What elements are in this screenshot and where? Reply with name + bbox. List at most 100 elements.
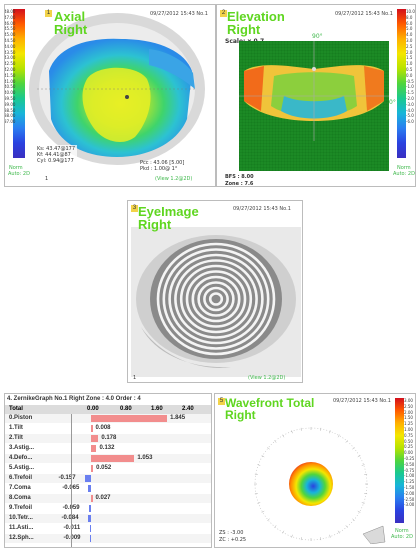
scale-tick-label: 42.00: [4, 67, 15, 73]
wavefront-angle-tick: [362, 502, 365, 503]
zernike-row: 1.Tilt 0.008: [5, 424, 212, 433]
eyeimage-view-link[interactable]: (View 1.2@2D): [248, 375, 285, 381]
scale-tick-label: 3.00: [404, 398, 414, 404]
zernike-row-label: 7.Coma: [9, 484, 69, 493]
axial-subtitle: Right: [54, 23, 87, 36]
eyeimage-badge: 3: [131, 205, 138, 212]
scale-tick-label: -3.00: [404, 502, 414, 508]
wavefront-angle-tick: [301, 428, 302, 431]
zernike-row-label: 12.Sph...: [9, 534, 69, 543]
elevation-timestamp: 09/27/2012 15:43 No.1: [335, 11, 393, 17]
wavefront-panel[interactable]: 5 Wavefront Total Right 09/27/2012 15:43…: [214, 393, 416, 548]
zernike-bar: [90, 525, 92, 532]
wavefront-subtitle: Right: [225, 409, 256, 422]
wavefront-angle-tick: [257, 465, 260, 466]
zernike-row-value: -0.009: [64, 534, 81, 543]
elevation-angle-right: 0°: [389, 99, 396, 106]
wavefront-angle-tick: [358, 511, 361, 513]
wavefront-scale-labels: 3.00 2.50 2.00 1.50 1.25 1.00 0.75 0.50 0.25 0.00…: [404, 398, 414, 508]
wavefront-angle-tick: [267, 519, 269, 521]
zernike-axis-tick: 2.40: [182, 405, 194, 414]
wavefront-angle-tick: [320, 537, 321, 540]
scale-tick-label: 41.50: [4, 73, 15, 79]
elevation-legend-auto: Auto: 2D: [393, 171, 415, 177]
zernike-row: 7.Coma -0.065: [5, 484, 212, 493]
scale-tick-label: 37.00: [4, 119, 15, 125]
zernike-header: 4. ZernikeGraph No.1 Right Zone : 4.0 Or…: [7, 396, 141, 402]
axial-view-link[interactable]: (View 1.2@2D): [155, 176, 192, 182]
zernike-row-value: 0.132: [99, 444, 114, 453]
wavefront-zs: ZS : -3.00: [219, 530, 243, 536]
zernike-total-row: Total 0.00 0.80 1.60 2.40: [5, 405, 212, 414]
elevation-zone: Zone : 7.6: [225, 181, 253, 187]
elevation-map-panel[interactable]: 2 Elevation Right 09/27/2012 15:43 No.1 …: [216, 4, 416, 187]
zernike-bar: [91, 465, 93, 472]
zernike-bar: [91, 495, 93, 502]
zernike-row: 8.Coma 0.027: [5, 494, 212, 503]
elevation-3d-surface[interactable]: [239, 41, 389, 171]
scale-tick-label: -3.0: [406, 102, 415, 108]
scale-tick-label: 0.75: [404, 433, 414, 439]
zernike-row-value: 0.178: [101, 434, 116, 443]
zernike-bar: [91, 445, 96, 452]
wavefront-angle-tick: [292, 430, 293, 433]
wavefront-color-scale: [395, 398, 404, 523]
axial-scale-labels: 48.00 47.00 46.00 45.50 45.00 44.50 44.00 43.50…: [4, 9, 15, 125]
elevation-scale-labels: 10.0 8.0 6.0 5.0 4.0 3.0 2.5 2.0 1.5 1.0 0.5 0.0 -0.…: [406, 9, 415, 125]
zernike-row-value: -0.157: [59, 474, 76, 483]
scale-tick-label: -6.0: [406, 119, 415, 125]
elevation-subtitle: Right: [227, 23, 260, 36]
eyeimage-subtitle: Right: [138, 218, 171, 231]
scale-tick-label: -2.0: [406, 96, 415, 102]
zernike-row: 9.Trefoil -0.059: [5, 504, 212, 513]
zernike-row-label: 4.Defo...: [9, 454, 69, 463]
scale-tick-label: -0.50: [404, 462, 414, 468]
eyeimage-marker: 1: [133, 375, 136, 381]
wavefront-badge: 5: [218, 398, 225, 405]
zernike-grid: [71, 414, 72, 548]
elevation-angle-top: 90°: [312, 33, 323, 40]
wavefront-angle-tick: [257, 502, 260, 503]
scale-tick-label: 39.00: [4, 102, 15, 108]
wavefront-angle-tick: [329, 535, 330, 538]
wavefront-angle-tick: [292, 535, 293, 538]
zernike-bar: [91, 415, 167, 422]
scale-tick-label: 44.00: [4, 44, 15, 50]
wavefront-angle-tick: [364, 474, 367, 475]
eye-image-panel[interactable]: 3 EyeImage Right 09/27/2012 15:43 No.1 (…: [127, 200, 303, 383]
scale-tick-label: -0.25: [404, 456, 414, 462]
zernike-row-value: 0.008: [96, 424, 111, 433]
zernike-row: 4.Defo... 1.053: [5, 454, 212, 463]
wavefront-angle-tick: [301, 537, 302, 540]
placido-ring-image[interactable]: [131, 227, 301, 377]
elevation-color-scale: [397, 9, 406, 158]
axial-map-panel[interactable]: 48.00 47.00 46.00 45.50 45.00 44.50 44.00 43.50…: [4, 4, 216, 187]
zernike-bar: [91, 455, 134, 462]
scale-tick-label: 10.0: [406, 9, 415, 15]
zernike-graph-panel[interactable]: 4. ZernikeGraph No.1 Right Zone : 4.0 Or…: [4, 393, 212, 548]
scale-tick-label: 48.00: [4, 9, 15, 15]
axial-info-right: Pcc : 43.06 [5.00] Pkd : 1.00@ 1°: [140, 160, 184, 172]
wavefront-map[interactable]: [233, 422, 388, 544]
zernike-row: 5.Astig... 0.052: [5, 464, 212, 473]
zernike-rows: 0.Piston 1.845 1.Tilt 0.008 2.Tilt 0.178 3.Ast…: [5, 414, 212, 548]
scale-tick-label: -1.50: [404, 485, 414, 491]
elevation-badge: 2: [220, 10, 227, 17]
wavefront-angle-tick: [329, 430, 330, 433]
zernike-row: 12.Sph... -0.009: [5, 534, 212, 543]
zernike-row: 2.Tilt 0.178: [5, 434, 212, 443]
wavefront-timestamp: 09/27/2012 15:43 No.1: [333, 398, 391, 404]
zernike-total-label: Total: [9, 405, 23, 414]
zernike-bar: [85, 475, 91, 482]
zernike-row-label: 8.Coma: [9, 494, 69, 503]
wavefront-angle-tick: [320, 428, 321, 431]
zernike-axis-tick: 0.00: [87, 405, 99, 414]
zernike-row: 3.Astig... 0.132: [5, 444, 212, 453]
zernike-bar: [90, 535, 92, 542]
axial-info-left: Ks: 43.47@177 Kf: 44.41@87 Cyl: 0.94@177: [35, 145, 77, 165]
zernike-row-label: 9.Trefoil: [9, 504, 69, 513]
zernike-bar: [91, 435, 98, 442]
axial-legend-auto: Auto: 2D: [8, 171, 30, 177]
zernike-row-label: 0.Piston: [9, 414, 69, 423]
zernike-row-label: 5.Astig...: [9, 464, 69, 473]
